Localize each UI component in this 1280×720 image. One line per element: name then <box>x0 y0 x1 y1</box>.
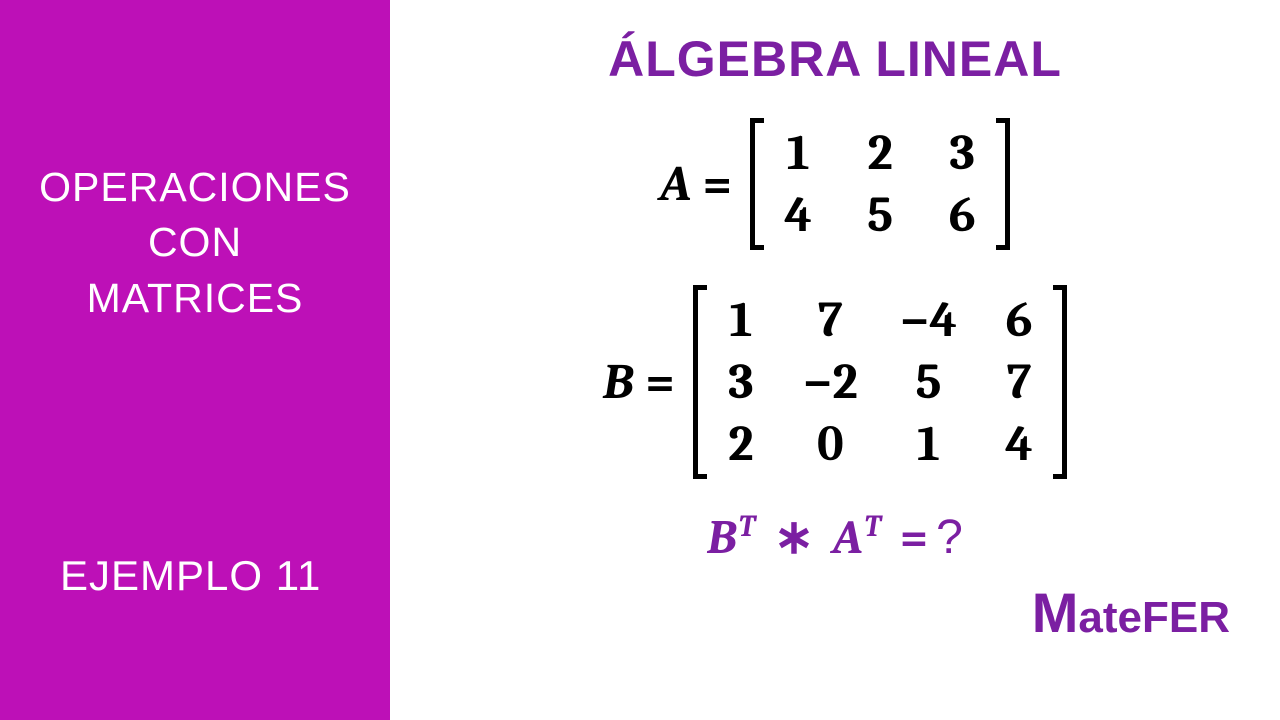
matrix-cell: 2 <box>721 415 761 473</box>
equation: BT ∗ AT =? <box>707 509 963 565</box>
matrix-b: 17−463−2572014 <box>693 285 1067 479</box>
bracket-right-icon <box>1053 285 1067 479</box>
matrix-cell: 4 <box>778 186 818 244</box>
matrix-cell: 2 <box>860 124 900 182</box>
matrix-cell: 4 <box>999 415 1039 473</box>
matrix-cell: −4 <box>900 291 957 349</box>
matrix-cell: 3 <box>721 353 761 411</box>
matrix-b-block: B = 17−463−2572014 <box>603 285 1067 479</box>
brand-first: M <box>1032 581 1079 644</box>
matrix-b-body: 17−463−2572014 <box>707 285 1053 479</box>
matrix-cell: 0 <box>803 415 858 473</box>
matrix-a-body: 123 456 <box>764 118 996 250</box>
matrix-cell: 7 <box>999 353 1039 411</box>
equals-sign: = <box>703 155 733 213</box>
matrix-cell: 1 <box>778 124 818 182</box>
example-label: EJEMPLO 11 <box>30 552 360 600</box>
matrix-cell: 6 <box>999 291 1039 349</box>
matrix-a: 123 456 <box>750 118 1010 250</box>
matrix-cell: 3 <box>942 124 982 182</box>
brand-logo: MateFER <box>1032 580 1230 645</box>
equals-sign: = <box>645 353 675 411</box>
matrix-cell: 5 <box>860 186 900 244</box>
bracket-left-icon <box>693 285 707 479</box>
sidebar-title: OPERACIONES CON MATRICES <box>30 160 360 326</box>
eq-sup-a: T <box>864 509 881 544</box>
bracket-left-icon <box>750 118 764 250</box>
matrix-a-block: A = 123 456 <box>660 118 1010 250</box>
sidebar-title-line1: OPERACIONES <box>30 160 360 215</box>
matrix-cell: 7 <box>803 291 858 349</box>
bracket-right-icon <box>996 118 1010 250</box>
matrix-cell: −2 <box>803 353 858 411</box>
matrix-cell: 6 <box>942 186 982 244</box>
brand-rest: ateFER <box>1078 593 1230 642</box>
eq-sup-b: T <box>738 509 755 544</box>
matrix-b-label: B <box>603 353 633 411</box>
page-title: ÁLGEBRA LINEAL <box>608 30 1062 88</box>
eq-var-b: B <box>707 510 736 565</box>
sidebar-title-line2: CON <box>30 215 360 270</box>
main-content: ÁLGEBRA LINEAL A = 123456 B = 17−463−257… <box>390 0 1280 720</box>
sidebar: OPERACIONES CON MATRICES EJEMPLO 11 <box>0 0 390 720</box>
matrix-cell: 1 <box>900 415 957 473</box>
eq-op: ∗ <box>774 510 814 565</box>
sidebar-title-line3: MATRICES <box>30 271 360 326</box>
eq-var-a: A <box>833 510 862 565</box>
matrix-cell: 5 <box>900 353 957 411</box>
matrix-cell: 1 <box>721 291 761 349</box>
matrix-a-label: A <box>660 155 691 213</box>
eq-equals: = <box>900 510 928 565</box>
eq-question: ? <box>936 511 963 564</box>
